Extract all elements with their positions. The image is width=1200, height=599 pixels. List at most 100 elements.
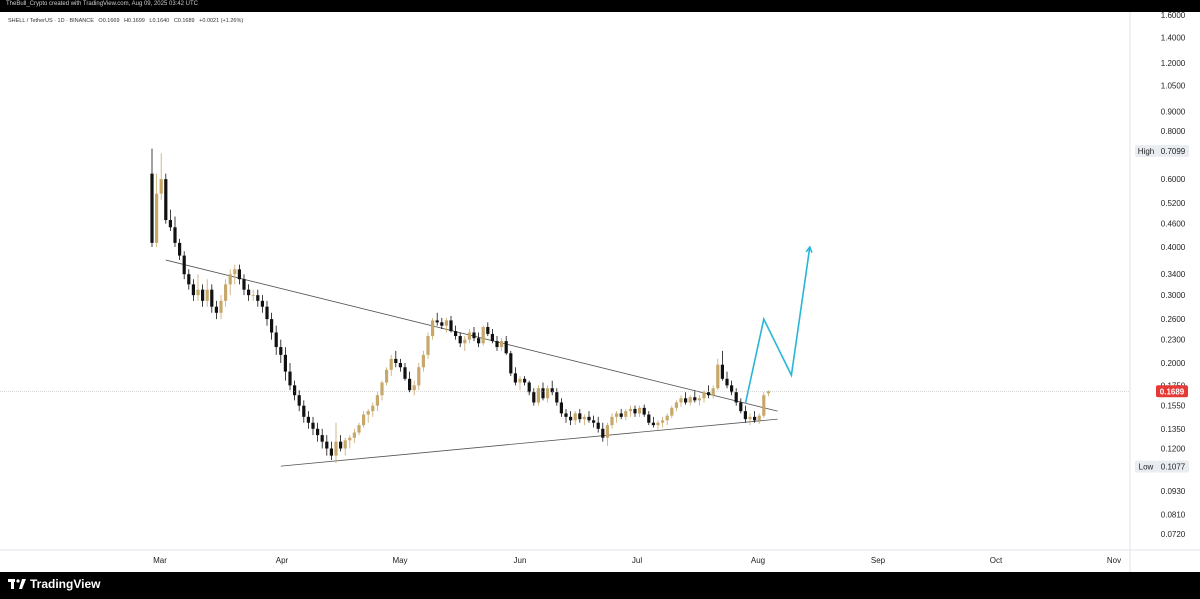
candle: [702, 390, 706, 403]
candle: [707, 385, 711, 399]
price-tick-label: 1.6000: [1161, 12, 1186, 20]
candle: [624, 408, 628, 421]
marker-price-tag: [1157, 145, 1189, 158]
candle-body: [224, 284, 228, 301]
candle-body: [624, 411, 628, 417]
candle-body: [697, 398, 701, 401]
time-tick-label: Apr: [276, 556, 289, 565]
ohlc-open: O0.1669: [98, 18, 120, 24]
candle-body: [408, 378, 412, 391]
time-tick-label: May: [392, 556, 407, 565]
candle: [320, 428, 324, 449]
candle-body: [283, 354, 287, 372]
candle-body: [256, 295, 260, 301]
candle: [191, 279, 195, 301]
candle: [477, 332, 481, 348]
candle: [343, 437, 347, 456]
candle-body: [431, 320, 435, 337]
candle-body: [647, 414, 651, 423]
candle-body: [578, 413, 582, 420]
candle: [762, 392, 766, 418]
price-tick-label: 0.2300: [1161, 336, 1186, 345]
candle-body: [601, 428, 605, 438]
candle-body: [164, 179, 168, 221]
candle-body: [674, 402, 678, 408]
candle: [651, 416, 655, 428]
candle: [564, 408, 568, 423]
candle: [610, 413, 614, 429]
candle: [431, 317, 435, 340]
candle: [582, 414, 586, 426]
candle: [587, 411, 591, 423]
candle: [486, 322, 490, 337]
candle: [546, 385, 550, 403]
last-price-label: 0.1689: [1160, 387, 1185, 396]
candle-body: [523, 378, 527, 383]
candle: [412, 380, 416, 396]
candle-body: [559, 402, 563, 414]
candle: [421, 350, 425, 372]
candle: [578, 408, 582, 423]
candle: [362, 411, 366, 428]
candle-body: [734, 392, 738, 403]
trendlines: [165, 259, 778, 467]
candle-body: [454, 331, 458, 337]
high-marker-label: High: [1138, 147, 1154, 156]
candle-body: [293, 385, 297, 396]
tradingview-brand[interactable]: TradingView: [8, 577, 100, 591]
candle: [550, 380, 554, 396]
candlestick-chart[interactable]: 1.6000 1.4000 1.2000 1.0500 0.9000 0.8000 0.70…: [0, 12, 1200, 572]
price-tick-label: 0.6000: [1161, 175, 1186, 184]
low-marker-box: [1135, 460, 1157, 473]
candle-body: [417, 367, 421, 386]
price-axis[interactable]: 1.6000 1.4000 1.2000 1.0500 0.9000 0.8000 0.70…: [1156, 12, 1189, 539]
candle: [380, 380, 384, 401]
candle-body: [693, 397, 697, 401]
candle-body: [711, 388, 715, 396]
projection-arrowhead: [805, 245, 813, 253]
candle: [219, 295, 223, 320]
candle: [601, 422, 605, 442]
candle-body: [582, 416, 586, 420]
candle: [490, 329, 494, 344]
time-axis[interactable]: Mar Apr May Jun Jul Aug Sep Oct Nov: [153, 556, 1121, 565]
candle-body: [444, 320, 448, 326]
candle-body: [707, 392, 711, 396]
candle-body: [421, 354, 425, 368]
candle: [642, 404, 646, 417]
candle-body: [343, 440, 347, 449]
candle: [352, 428, 356, 444]
candle: [739, 398, 743, 414]
price-tick-label: 0.1350: [1161, 425, 1186, 434]
candle-body: [274, 332, 278, 348]
candle: [454, 325, 458, 340]
candle: [481, 325, 485, 346]
candle-body: [615, 413, 619, 417]
candle: [260, 295, 264, 313]
ascending-support-line[interactable]: [280, 418, 778, 467]
candle-body: [702, 392, 706, 399]
descending-resistance-line[interactable]: [165, 259, 778, 412]
chart-area[interactable]: SHELL / TetherUS · 1D · BINANCE O0.1669 …: [0, 12, 1200, 572]
candle-body: [150, 173, 154, 243]
candle-body: [371, 405, 375, 412]
candle: [164, 173, 168, 224]
candle: [679, 395, 683, 407]
candle-body: [467, 332, 471, 340]
candle-body: [426, 336, 430, 355]
candle-body: [610, 416, 614, 426]
candle-body: [592, 420, 596, 423]
last-price-tag: [1156, 385, 1188, 398]
candle-body: [260, 300, 264, 307]
symbol-legend: SHELL / TetherUS · 1D · BINANCE O0.1669 …: [8, 18, 246, 24]
candle-body: [642, 407, 646, 415]
candle-body: [279, 347, 283, 355]
candle: [748, 413, 752, 426]
candle-body: [766, 391, 770, 394]
symbol-name: SHELL / TetherUS · 1D · BINANCE: [8, 18, 94, 24]
time-tick-label: Jun: [514, 556, 527, 565]
candle-body: [228, 274, 232, 285]
candle: [559, 398, 563, 417]
candle-body: [504, 341, 508, 354]
candle-body: [288, 371, 292, 386]
